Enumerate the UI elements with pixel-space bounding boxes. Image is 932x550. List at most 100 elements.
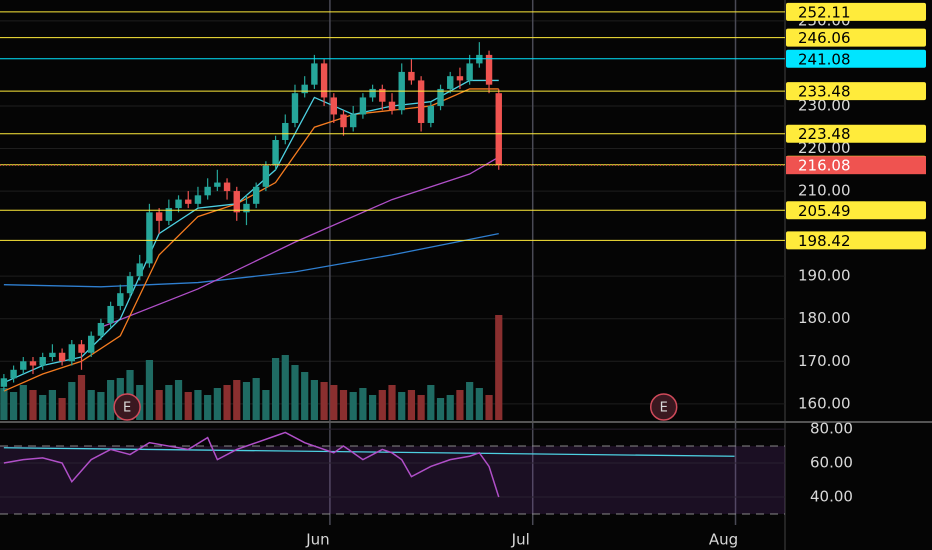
candle-body	[340, 114, 347, 128]
level-label: 241.08	[798, 50, 851, 68]
moving-average	[100, 156, 500, 328]
level-label: 223.48	[798, 125, 851, 143]
volume-bar	[233, 380, 241, 420]
volume-bar	[68, 382, 76, 420]
volume-bar	[184, 392, 192, 420]
volume-bar	[388, 385, 396, 420]
candle-body	[165, 208, 173, 221]
y-tick-label: 220.00	[798, 139, 851, 157]
candle-body	[155, 212, 163, 221]
candle-body	[369, 88, 376, 98]
rsi-band	[0, 446, 785, 514]
candle-body	[29, 361, 37, 366]
candle-body	[282, 122, 289, 140]
y-tick-label: 170.00	[798, 352, 851, 370]
candle-body	[291, 93, 299, 123]
candle-body	[388, 101, 396, 111]
volume-bar	[281, 355, 289, 420]
y-tick-label: 80.00	[810, 420, 853, 438]
level-label: 233.48	[798, 83, 851, 101]
level-tag	[786, 28, 926, 47]
candle-body	[175, 199, 182, 209]
volume-bar	[495, 315, 503, 420]
volume-bar	[155, 390, 163, 420]
candle-body	[456, 76, 464, 81]
candle-body	[39, 357, 46, 366]
candle-body	[223, 182, 231, 192]
volume-bar	[87, 390, 95, 420]
candle-body	[58, 352, 66, 362]
volume-bar	[446, 395, 454, 420]
earnings-marker	[113, 393, 141, 421]
volume-bar	[456, 390, 464, 420]
y-tick-label: 40.00	[810, 487, 853, 505]
last-price-tag	[786, 156, 926, 175]
volume-bar	[194, 390, 202, 420]
candle-body	[136, 263, 143, 277]
volume-bar	[252, 378, 260, 420]
volume-bar	[77, 375, 86, 420]
y-tick-label: 190.00	[798, 267, 851, 285]
rsi-line	[3, 431, 500, 498]
volume-bar	[223, 385, 231, 420]
level-tag	[786, 82, 926, 101]
candle-body	[301, 84, 308, 94]
last-price-label: 216.08	[798, 157, 851, 175]
volume-bar	[242, 382, 251, 420]
candle-body	[185, 199, 192, 204]
candle-body	[107, 305, 114, 323]
level-label: 246.06	[798, 29, 851, 47]
volume-bar	[174, 380, 183, 420]
candle-body	[68, 344, 76, 362]
volume-bar	[29, 390, 37, 420]
candle-body	[204, 186, 211, 196]
volume-bar	[213, 388, 221, 420]
moving-average	[3, 232, 499, 288]
volume-bar	[378, 390, 386, 420]
candle-body	[194, 195, 202, 204]
volume-bar	[9, 392, 18, 420]
volume-bar	[485, 395, 493, 420]
rsi-trendline	[3, 447, 735, 457]
level-tag	[786, 231, 926, 250]
candle-body	[495, 93, 502, 166]
candle-body	[311, 63, 318, 85]
volume-bar	[145, 360, 154, 420]
candle-body	[0, 378, 8, 387]
candle-body	[408, 71, 415, 81]
x-tick-label: Aug	[709, 531, 738, 549]
volume-bar	[407, 390, 416, 420]
volume-bar	[330, 385, 338, 420]
volume-bar	[0, 388, 8, 420]
y-tick-label: 210.00	[798, 182, 851, 200]
level-label: 198.42	[798, 232, 851, 250]
level-tag	[786, 49, 926, 68]
volume-bar	[97, 392, 105, 420]
candle-body	[97, 322, 105, 336]
volume-bar	[262, 390, 270, 420]
candle-body	[437, 88, 444, 106]
volume-bar	[417, 395, 425, 420]
volume-bar	[48, 390, 56, 420]
candle-body	[447, 76, 454, 89]
candle-body	[252, 186, 260, 204]
candle-body	[117, 293, 124, 306]
y-tick-label: 160.00	[798, 394, 851, 412]
level-tag	[786, 201, 926, 220]
candle-body	[427, 105, 435, 123]
level-label: 205.49	[798, 202, 851, 220]
candle-body	[350, 114, 357, 128]
candle-body	[78, 344, 85, 353]
candle-body	[359, 97, 367, 115]
volume-bar	[19, 385, 27, 420]
candle-body	[49, 352, 56, 358]
x-tick-label: Jun	[305, 531, 329, 549]
candle-body	[272, 140, 279, 166]
candle-body	[88, 335, 95, 353]
candle-body	[330, 97, 337, 115]
volume-bar	[339, 390, 348, 420]
volume-bar	[271, 358, 280, 420]
